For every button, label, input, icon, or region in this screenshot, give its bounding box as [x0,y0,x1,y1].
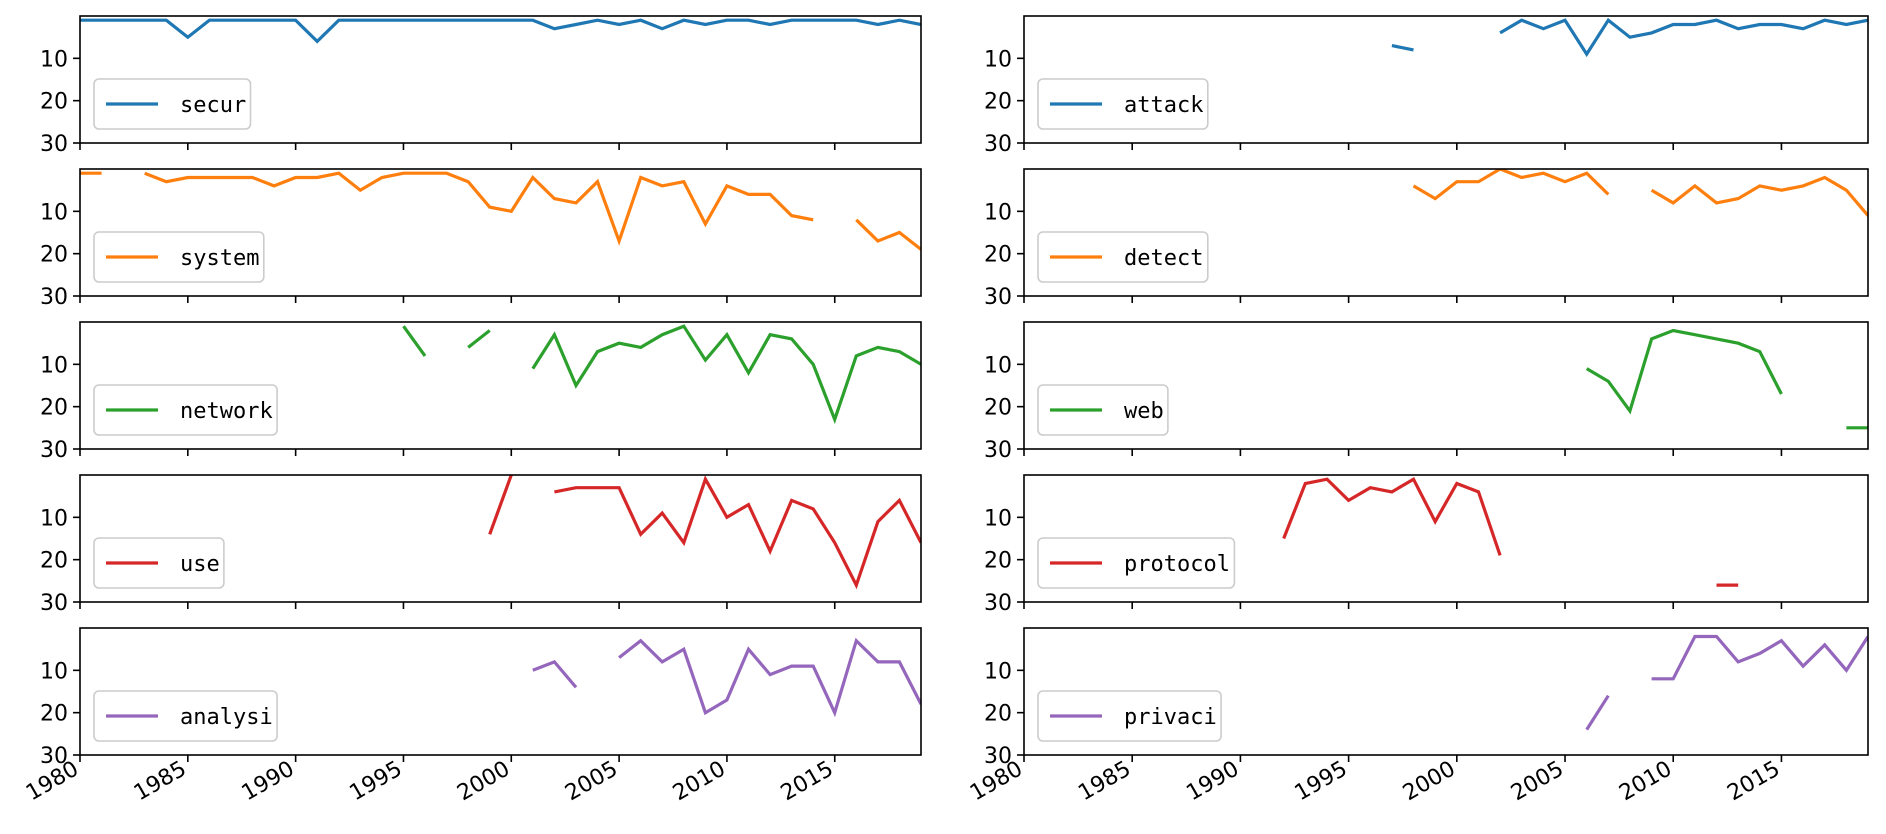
axes-frame [79,627,922,756]
y-tick-label: 30 [40,285,68,310]
legend-label-protocol: protocol [1124,552,1230,577]
y-tick-label: 20 [40,549,68,574]
legend-box [93,231,265,283]
legend-box [93,690,278,742]
y-tick-label: 30 [984,285,1012,310]
series-line-use [488,475,921,590]
y-tick-label: 10 [984,200,1012,225]
panel-secur: 10 20 30 secur [40,15,922,157]
panel-attack: 10 20 30 attack [984,15,1869,157]
x-tick-label: 2015 [777,757,838,807]
y-tick-label: 30 [40,132,68,157]
x-tick-label: 2000 [1399,757,1460,807]
y-tick-label: 10 [40,47,68,72]
legend-label-detect: detect [1124,246,1203,271]
legend-box [1037,231,1209,283]
panel-system: 10 20 30 system [40,168,922,310]
y-tick-label: 10 [984,353,1012,378]
axes-frame [1023,321,1869,450]
y-tick-label: 10 [984,47,1012,72]
legend-label-system: system [180,246,259,271]
y-tick-label: 30 [984,132,1012,157]
y-tick-label: 10 [984,659,1012,684]
x-tick-label: 2005 [1507,757,1568,807]
y-tick-label: 20 [984,549,1012,574]
x-tick-label: 2010 [669,757,730,807]
panel-use: 10 20 30 use [40,474,922,616]
axes-frame [79,321,922,450]
panel-protocol: 10 20 30 protocol [984,474,1869,616]
y-tick-label: 20 [984,396,1012,421]
series-line-network [402,324,921,425]
y-tick-label: 30 [40,744,68,769]
y-tick-label: 30 [984,438,1012,463]
x-tick-label: 2005 [561,757,622,807]
series-line-protocol [1282,476,1739,587]
y-tick-label: 10 [40,659,68,684]
x-tick-label: 1995 [345,757,406,807]
y-tick-label: 20 [40,243,68,268]
legend-box [93,537,225,589]
legend-box [93,384,278,436]
legend-box [1037,78,1209,130]
axes-frame [1023,15,1869,144]
y-tick-label: 20 [40,396,68,421]
legend-box [1037,690,1222,742]
y-tick-label: 20 [40,90,68,115]
axes-frame [1023,627,1869,756]
legend-label-secur: secur [180,93,246,118]
axes-frame [79,474,922,603]
panel-detect: 10 20 30 detect [984,168,1869,310]
y-tick-label: 20 [984,702,1012,727]
axes-frame [1023,168,1869,297]
legend-label-use: use [180,552,220,577]
x-tick-label: 1990 [1182,757,1243,807]
legend-label-privaci: privaci [1124,705,1217,730]
x-tick-label: 1985 [1074,757,1135,807]
series-line-detect [1412,169,1868,217]
legend-label-network: network [180,399,273,424]
x-tick-label: 2015 [1723,757,1784,807]
axes-frame [79,168,922,297]
legend-label-attack: attack [1124,93,1203,118]
y-tick-label: 10 [40,200,68,225]
series-line-attack [1391,17,1868,58]
y-tick-label: 10 [984,506,1012,531]
y-tick-label: 20 [984,243,1012,268]
legend-label-web: web [1124,399,1164,424]
panel-web: 10 20 30 web [984,321,1869,463]
x-tick-label: 1985 [130,757,191,807]
series-line-secur [80,18,921,44]
series-line-web [1585,328,1868,430]
series-line-privaci [1585,634,1868,731]
y-tick-label: 30 [984,744,1012,769]
legend-label-analysi: analysi [180,705,273,730]
panel-network: 10 20 30 network [40,321,922,463]
y-tick-label: 30 [40,438,68,463]
axes-frame [1023,474,1869,603]
x-tick-label: 1995 [1291,757,1352,807]
axes-frame [79,15,922,144]
x-tick-label: 2000 [453,757,514,807]
series-line-analysi [532,637,921,718]
y-tick-label: 10 [40,353,68,378]
y-tick-label: 10 [40,506,68,531]
x-tick-label: 2010 [1615,757,1676,807]
y-tick-label: 30 [984,591,1012,616]
y-tick-label: 20 [984,90,1012,115]
x-tick-label: 1990 [238,757,299,807]
y-tick-label: 20 [40,702,68,727]
legend-box [93,78,252,130]
y-tick-label: 30 [40,591,68,616]
legend-box [1037,537,1236,589]
series-line-system [80,171,921,251]
legend-box [1037,384,1169,436]
